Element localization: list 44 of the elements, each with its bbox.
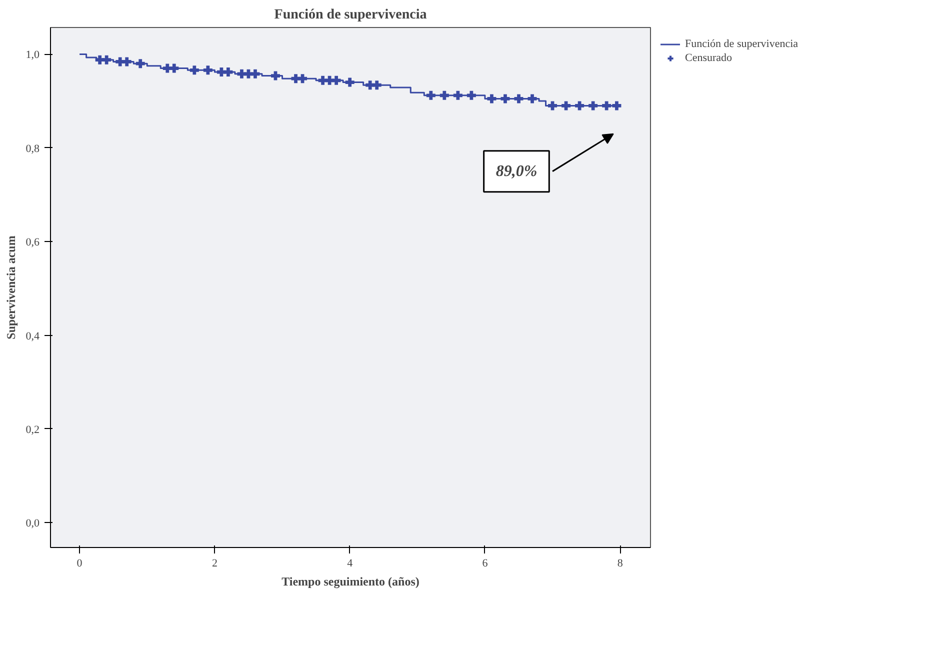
y-tick-label: 0,4 <box>26 330 40 342</box>
point <box>588 101 598 110</box>
point <box>612 101 622 110</box>
point <box>528 94 537 104</box>
x-axis-title: Tiempo seguimiento (años) <box>282 574 420 588</box>
x-tick-label: 6 <box>482 558 488 570</box>
y-tick-label: 0,2 <box>26 424 40 436</box>
point <box>136 59 145 68</box>
x-tick-label: 0 <box>76 558 83 570</box>
point <box>440 90 449 100</box>
y-tick-label: 0,8 <box>26 142 40 155</box>
point <box>548 101 558 110</box>
x-tick-label: 2 <box>212 558 218 570</box>
point <box>487 94 496 104</box>
point <box>224 68 233 77</box>
point <box>514 94 524 104</box>
point <box>122 57 132 66</box>
point <box>345 78 354 87</box>
point <box>250 69 260 78</box>
point <box>170 64 179 73</box>
annotation: 89,0% <box>496 162 538 180</box>
legend-label: Censurado <box>685 52 732 64</box>
y-tick-label: 0,0 <box>26 518 40 530</box>
point <box>372 80 382 90</box>
chart-title: Función de supervivencia <box>274 8 427 22</box>
point <box>575 101 584 110</box>
x-tick-label: 4 <box>347 558 354 570</box>
point <box>426 90 436 100</box>
point <box>453 90 462 100</box>
y-tick-label: 0,6 <box>26 236 40 249</box>
point <box>203 66 212 75</box>
point <box>602 101 612 110</box>
legend-label: Función de supervivencia <box>685 38 798 50</box>
x-tick-label: 8 <box>617 558 624 570</box>
point <box>102 55 112 64</box>
point <box>271 71 280 80</box>
point <box>562 101 571 110</box>
point <box>466 90 476 100</box>
point <box>500 94 510 104</box>
point <box>298 74 308 84</box>
y-tick-label: 1,0 <box>26 49 40 62</box>
y-axis-title: Supervivencia acum <box>4 236 18 340</box>
point <box>190 66 199 75</box>
point <box>332 76 341 85</box>
